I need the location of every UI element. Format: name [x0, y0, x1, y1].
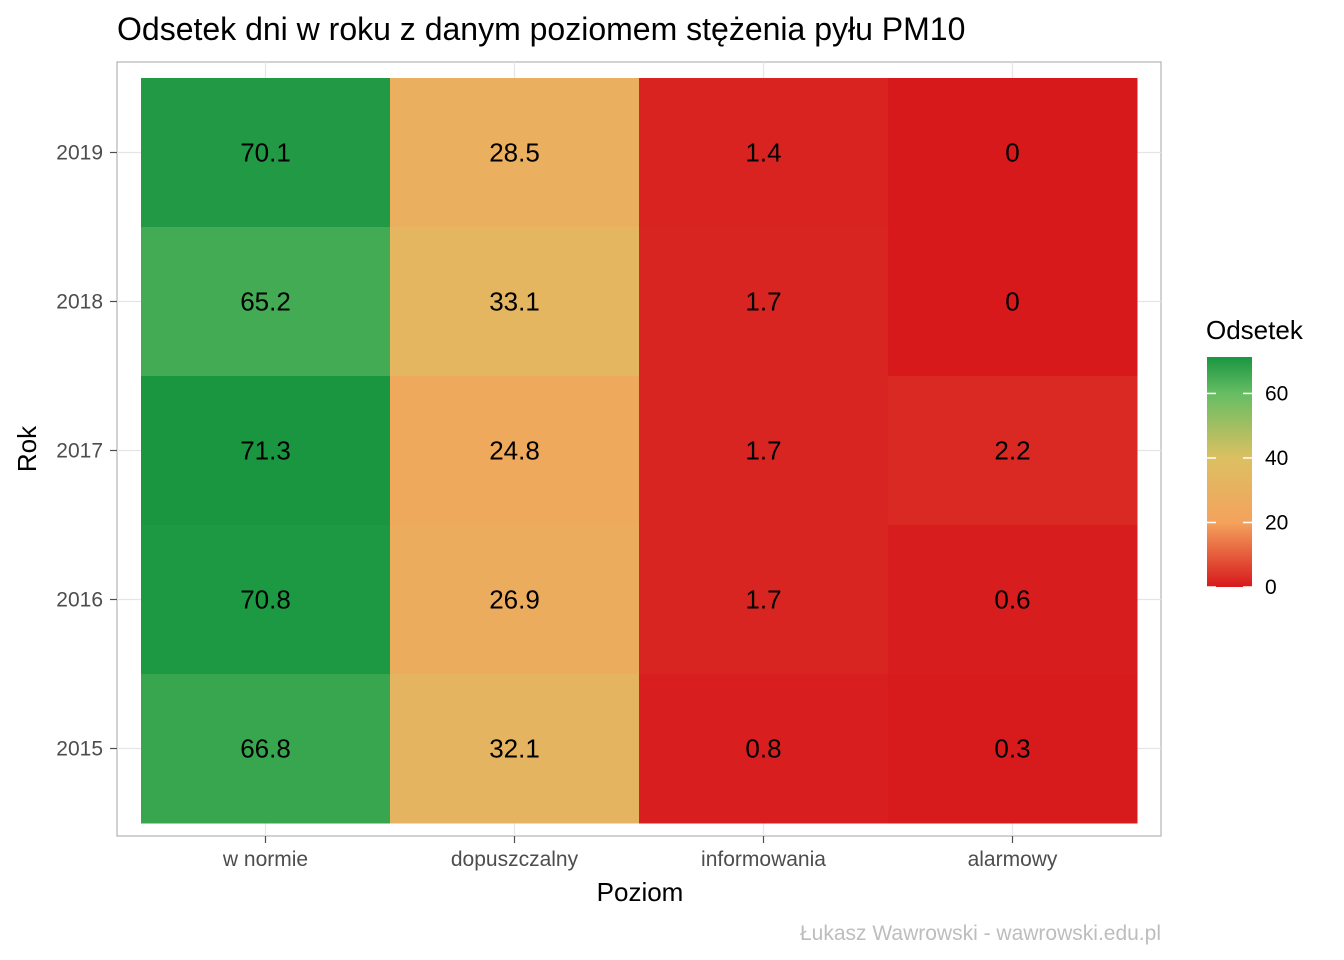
cell-value-label: 65.2	[240, 287, 291, 317]
cell-value-label: 71.3	[240, 436, 291, 466]
heatmap-cell	[888, 525, 1138, 675]
heatmap-cell	[390, 674, 640, 824]
y-tick-label: 2015	[56, 738, 103, 761]
heatmap-cell	[390, 376, 640, 526]
cell-value-label: 70.1	[240, 138, 291, 168]
heatmap-cell	[888, 674, 1138, 824]
cell-value-label: 1.7	[745, 436, 781, 466]
chart-title: Odsetek dni w roku z danym poziomem stęż…	[117, 11, 965, 47]
legend: Odsetek 60 40 20 0	[1206, 315, 1304, 599]
y-axis: 2019 2018 2017 2016 2015	[56, 142, 117, 761]
heatmap-cell	[141, 78, 391, 228]
cell-value-label: 0	[1005, 138, 1019, 168]
heatmap-cell	[888, 227, 1138, 377]
cell-value-label: 33.1	[489, 287, 540, 317]
cell-value-label: 26.9	[489, 585, 540, 615]
heatmap-cell	[639, 525, 889, 675]
heatmap-cell	[141, 376, 391, 526]
caption: Łukasz Wawrowski - wawrowski.edu.pl	[800, 922, 1161, 945]
cell-value-label: 1.7	[745, 585, 781, 615]
heatmap-cell	[888, 78, 1138, 228]
heatmap-cell	[888, 376, 1138, 526]
legend-tick-label: 40	[1265, 447, 1288, 470]
heatmap-cell	[390, 78, 640, 228]
cell-value-label: 0.3	[994, 734, 1030, 764]
heatmap-cell	[390, 525, 640, 675]
cell-labels: 70.1 28.5 1.4 0 65.2 33.1 1.7 0 71.3 24.8 1.7 2.2 70…	[240, 138, 1030, 764]
y-tick-label: 2018	[56, 291, 103, 314]
cell-value-label: 66.8	[240, 734, 291, 764]
x-axis-title: Poziom	[597, 877, 684, 907]
cell-value-label: 70.8	[240, 585, 291, 615]
cell-value-label: 0.6	[994, 585, 1030, 615]
y-tick-label: 2016	[56, 589, 103, 612]
heatmap-cell	[141, 227, 391, 377]
y-tick-label: 2019	[56, 142, 103, 165]
cell-value-label: 1.7	[745, 287, 781, 317]
heatmap-cell	[141, 525, 391, 675]
legend-title: Odsetek	[1206, 315, 1304, 345]
legend-colorbar	[1207, 357, 1252, 587]
cell-value-label: 2.2	[994, 436, 1030, 466]
heatmap-cells	[141, 78, 1138, 824]
cell-value-label: 1.4	[745, 138, 781, 168]
y-axis-title: Rok	[12, 425, 42, 472]
cell-value-label: 0.8	[745, 734, 781, 764]
y-tick-label: 2017	[56, 440, 103, 463]
x-axis: w normie dopuszczalny informowania alarmowy	[222, 836, 1058, 871]
heatmap-cell	[639, 674, 889, 824]
cell-value-label: 28.5	[489, 138, 540, 168]
heatmap-cell	[639, 376, 889, 526]
x-tick-label: alarmowy	[968, 848, 1058, 871]
heatmap-cell	[390, 227, 640, 377]
heatmap-cell	[639, 78, 889, 228]
x-tick-label: informowania	[701, 848, 826, 871]
heatmap-cell	[639, 227, 889, 377]
legend-tick-label: 0	[1265, 576, 1277, 599]
heatmap-cell	[141, 674, 391, 824]
x-tick-label: dopuszczalny	[451, 848, 579, 871]
cell-value-label: 0	[1005, 287, 1019, 317]
cell-value-label: 32.1	[489, 734, 540, 764]
legend-ticks: 60 40 20 0	[1207, 382, 1288, 599]
legend-tick-label: 20	[1265, 511, 1288, 534]
cell-value-label: 24.8	[489, 436, 540, 466]
legend-tick-label: 60	[1265, 382, 1288, 405]
x-tick-label: w normie	[222, 848, 308, 871]
